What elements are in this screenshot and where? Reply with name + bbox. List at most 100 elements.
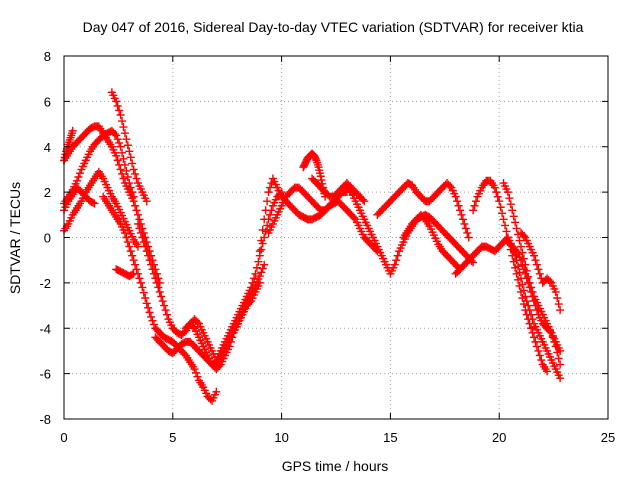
data-point-sat-n <box>317 176 326 185</box>
data-point-sat-v <box>528 292 537 301</box>
data-point-sat-i <box>145 256 154 265</box>
data-point-sat-u <box>518 248 527 257</box>
data-point-sat-t <box>509 257 518 266</box>
data-point-sat-v <box>548 333 557 342</box>
data-point-sat-g <box>142 197 151 206</box>
data-point-sat-t <box>495 197 504 206</box>
data-point-sat-t <box>534 346 543 355</box>
data-point-sat-w <box>535 269 544 278</box>
data-point-sat-g <box>126 153 135 162</box>
data-point-sat-f <box>139 288 148 297</box>
data-point-sat-g <box>132 174 141 183</box>
data-point-sat-f <box>129 256 138 265</box>
data-point-sat-f <box>123 238 132 247</box>
data-point-sat-q <box>456 206 465 215</box>
data-point-sat-g <box>129 165 138 174</box>
data-point-sat-l <box>258 225 267 234</box>
y-axis-label: SDTVAR / TECUs <box>7 182 23 294</box>
data-point-sat-v <box>521 269 530 278</box>
data-point-sat-g <box>128 159 137 168</box>
data-point-sat-c <box>74 173 83 181</box>
data-point-sat-l <box>257 236 266 245</box>
data-point-sat-g <box>131 169 140 178</box>
data-point-sat-p <box>392 256 401 265</box>
data-point-sat-c <box>112 131 121 140</box>
data-point-sat-i <box>147 260 156 269</box>
data-point-sat-f <box>131 260 140 269</box>
data-point-sat-a <box>118 169 127 178</box>
data-point-sat-a <box>116 165 125 174</box>
data-point-sat-u <box>509 212 518 221</box>
data-point-sat-v <box>527 287 536 296</box>
data-point-sat-i <box>151 274 160 283</box>
data-point-sat-k <box>265 210 274 219</box>
data-point-sat-n <box>316 172 325 181</box>
data-point-sat-t <box>514 275 523 284</box>
data-point-sat-t <box>508 251 517 260</box>
data-point-sat-w <box>551 287 560 296</box>
data-point-sat-v <box>554 354 563 363</box>
data-point-sat-t <box>527 324 536 333</box>
x-tick-label: 10 <box>274 430 288 445</box>
data-point-sat-g <box>112 97 121 106</box>
data-point-sat-i <box>154 283 163 292</box>
data-point-sat-t <box>498 209 507 218</box>
data-point-sat-g <box>113 101 122 110</box>
x-tick-label: 20 <box>492 430 506 445</box>
y-tick-label: 2 <box>44 185 51 200</box>
data-point-sat-w <box>545 277 554 286</box>
data-point-sat-w <box>532 260 541 269</box>
y-tick-label: 0 <box>44 231 51 246</box>
data-point-sat-j <box>260 260 269 269</box>
data-point-sat-c <box>123 173 132 181</box>
data-point-sat-c <box>125 179 134 188</box>
data-point-sat-t <box>470 201 479 210</box>
data-point-sat-k <box>251 269 260 278</box>
data-point-sat-a <box>119 174 128 183</box>
data-point-sat-s <box>556 374 565 383</box>
data-point-sat-f <box>142 299 151 308</box>
data-point-sat-t <box>530 333 539 342</box>
data-point-sat-h <box>128 270 137 279</box>
data-point-sat-a <box>112 151 121 160</box>
data-point-sat-v <box>532 306 541 315</box>
data-point-sat-v <box>551 342 560 351</box>
data-point-sat-v <box>547 328 556 337</box>
data-point-sat-t <box>501 221 510 230</box>
data-point-sat-t <box>535 351 544 360</box>
data-point-sat-c <box>73 176 82 185</box>
data-point-sat-w <box>553 294 562 302</box>
data-point-sat-w <box>531 256 540 265</box>
data-point-sat-p <box>390 260 399 269</box>
data-point-sat-v <box>511 245 520 254</box>
data-point-sat-t <box>496 203 505 212</box>
data-point-sat-i <box>155 287 164 296</box>
data-point-sat-g <box>119 123 128 132</box>
data-point-sat-q <box>451 192 460 201</box>
data-point-sat-v <box>518 260 527 269</box>
data-point-sat-g <box>116 110 125 119</box>
data-point-sat-i <box>144 251 153 260</box>
data-point-sat-t <box>490 183 499 192</box>
data-point-sat-l <box>265 183 274 192</box>
data-point-sat-v <box>516 256 525 265</box>
y-tick-label: -2 <box>39 276 51 291</box>
y-tick-label: 4 <box>44 140 51 155</box>
data-point-sat-o <box>360 197 369 206</box>
data-point-sat-b <box>68 126 77 135</box>
data-point-sat-t <box>543 367 552 376</box>
data-point-sat-q <box>458 215 467 224</box>
data-point-sat-e <box>89 198 98 207</box>
data-point-sat-a <box>113 156 122 165</box>
data-point-sat-v <box>545 327 554 336</box>
data-point-sat-g <box>125 147 134 156</box>
data-point-sat-p <box>345 186 354 195</box>
data-point-sat-v <box>524 278 533 287</box>
data-point-sat-c <box>118 148 127 157</box>
data-point-sat-v <box>553 348 562 357</box>
data-point-sat-t <box>531 337 540 346</box>
data-point-sat-f <box>126 247 135 256</box>
data-point-sat-f <box>145 308 154 317</box>
data-point-sat-f <box>212 387 221 396</box>
